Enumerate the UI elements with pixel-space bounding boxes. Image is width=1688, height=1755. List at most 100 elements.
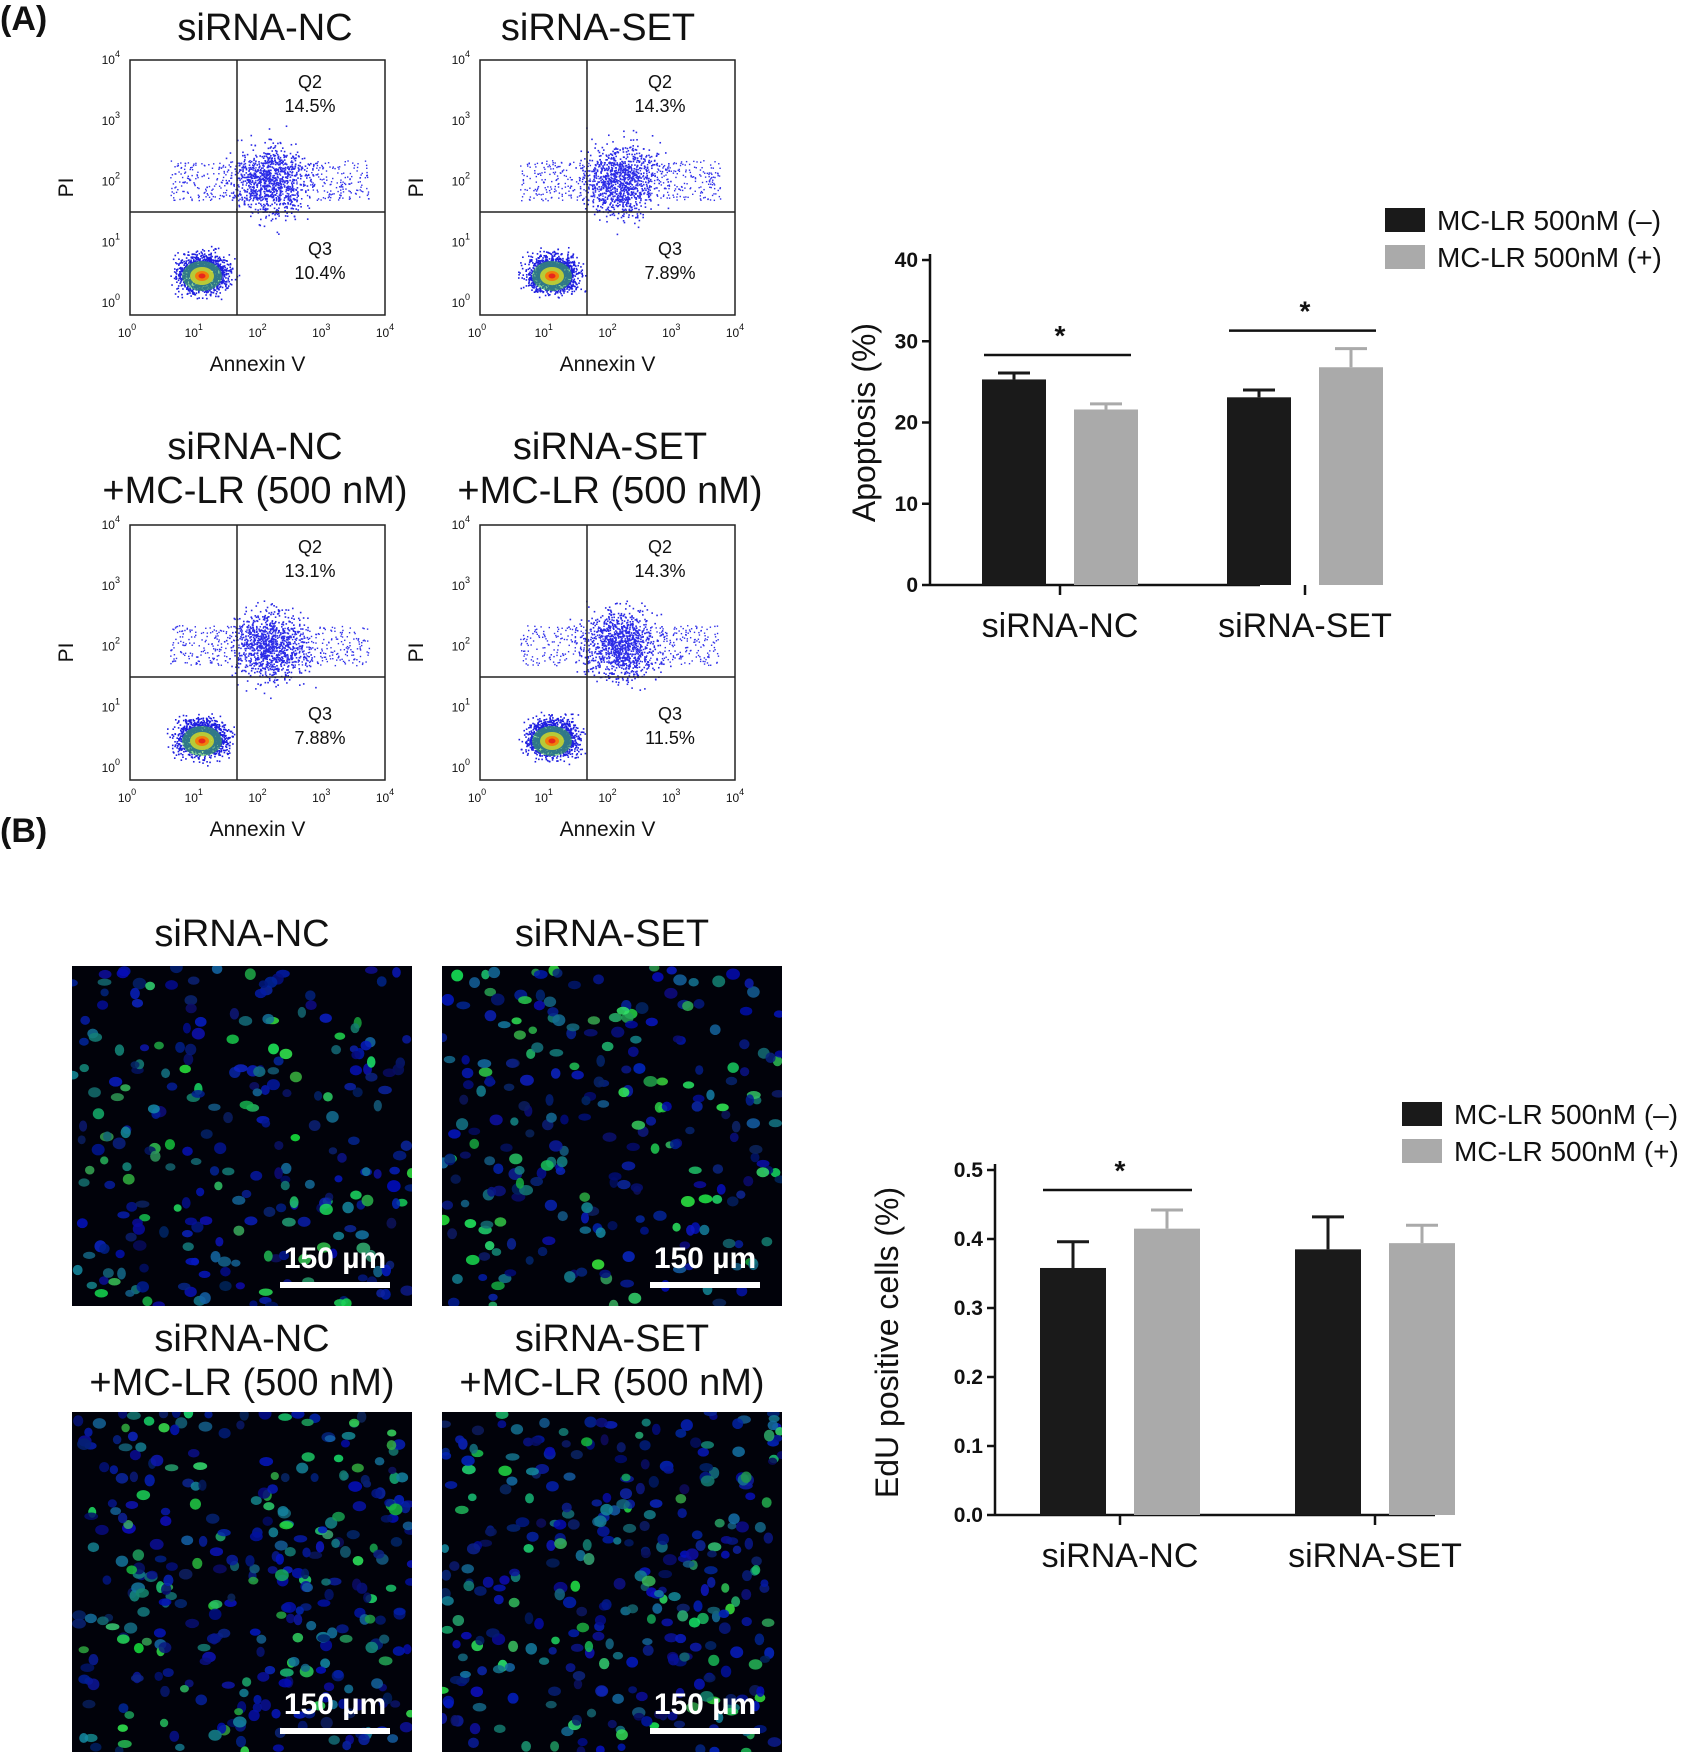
legend-swatch <box>1402 1102 1442 1126</box>
y-tick-label: 0.2 <box>954 1366 983 1389</box>
y-tick-label: 104 <box>102 515 120 532</box>
x-tick-label: 104 <box>376 787 394 805</box>
bar <box>1074 409 1138 585</box>
y-tick-label: 0.5 <box>954 1159 984 1182</box>
q3-label: Q3 <box>308 239 332 259</box>
bar <box>1040 1267 1106 1515</box>
significance-star: * <box>1300 296 1311 327</box>
q2-label: Q2 <box>648 537 672 557</box>
y-tick-label: 103 <box>452 110 470 128</box>
x-tick-label: 103 <box>312 322 330 340</box>
flow-plot-sirna-nc-mclr: 100 100 101 101 102 102 103 103 104 104 Q2 13.1% Q3 7… <box>55 515 394 841</box>
cell-nuclei <box>442 966 782 1306</box>
scale-bar: 150 µm <box>650 1242 760 1288</box>
y-tick-label: 104 <box>102 50 120 67</box>
y-axis-label: PI <box>55 178 78 198</box>
flow-title-4: siRNA-SET +MC-LR (500 nM) <box>457 426 763 512</box>
y-tick-label: 100 <box>102 292 120 310</box>
y-tick-label: 20 <box>895 412 918 435</box>
micro-title-3: siRNA-NC +MC-LR (500 nM) <box>89 1318 395 1404</box>
flow-plot-frame <box>479 524 736 781</box>
y-tick-label: 102 <box>452 171 470 189</box>
micro-title-2: siRNA-SET <box>514 913 710 955</box>
x-tick-label: 101 <box>535 787 553 805</box>
flow-plot-frame <box>479 59 736 316</box>
legend-label: MC-LR 500nM (–) <box>1437 205 1661 236</box>
significance-star: * <box>1055 320 1066 351</box>
legend-swatch <box>1385 208 1425 232</box>
x-tick-label: 100 <box>118 322 136 340</box>
y-tick-label: 100 <box>452 292 470 310</box>
x-tick-label: 104 <box>376 322 394 340</box>
q2-value: 13.1% <box>284 561 335 581</box>
y-tick-label: 10 <box>895 493 918 516</box>
q2-label: Q2 <box>298 72 322 92</box>
x-tick-label: 101 <box>185 787 203 805</box>
x-tick-label: 102 <box>248 787 266 805</box>
legend-label: MC-LR 500nM (–) <box>1454 1099 1678 1130</box>
y-tick-label: 104 <box>452 50 470 67</box>
cell-nuclei <box>442 1412 782 1752</box>
legend-swatch <box>1402 1139 1442 1163</box>
x-tick-label: 101 <box>185 322 203 340</box>
q2-label: Q2 <box>648 72 672 92</box>
y-tick-label: 103 <box>102 110 120 128</box>
q2-value: 14.5% <box>284 96 335 116</box>
x-tick-label: 103 <box>662 322 680 340</box>
y-axis-label: PI <box>405 178 428 198</box>
y-tick-label: 100 <box>102 757 120 775</box>
apoptosis-bar-chart: 0 10 20 30 40 Apoptosis (%) siRNA-NC * siRNA-SET… <box>846 205 1662 645</box>
flow-events <box>518 600 720 766</box>
q3-value: 11.5% <box>645 728 695 748</box>
y-tick-label: 104 <box>452 515 470 532</box>
x-tick-label: 100 <box>118 787 136 805</box>
y-axis-label: EdU positive cells (%) <box>869 1187 905 1498</box>
x-tick-label: 102 <box>598 787 616 805</box>
flow-events <box>170 125 370 301</box>
legend-label: MC-LR 500nM (+) <box>1437 242 1662 273</box>
flow-plot-frame <box>129 59 386 316</box>
y-tick-label: 101 <box>102 696 120 714</box>
y-tick-label: 102 <box>102 171 120 189</box>
legend-swatch <box>1385 245 1425 269</box>
flow-title-2: siRNA-SET <box>500 7 696 49</box>
micrograph-sirna-set-mclr: 150 µm <box>442 1412 782 1752</box>
y-axis-label: PI <box>55 643 78 663</box>
q3-value: 7.89% <box>644 263 695 283</box>
x-tick-label: 104 <box>726 322 744 340</box>
flow-title-3: siRNA-NC +MC-LR (500 nM) <box>102 426 408 512</box>
scale-bar: 150 µm <box>650 1688 760 1734</box>
x-axis-label: Annexin V <box>210 818 306 841</box>
x-tick-label: 100 <box>468 787 486 805</box>
edu-bar-chart: 0.0 0.1 0.2 0.3 0.4 0.5 EdU positive cells (%)… <box>869 1099 1679 1575</box>
y-tick-label: 0.1 <box>954 1435 984 1458</box>
y-tick-label: 30 <box>895 330 918 353</box>
flow-events <box>517 127 722 299</box>
x-tick-label: 103 <box>312 787 330 805</box>
micrograph-sirna-nc-mclr: 150 µm <box>72 1412 412 1752</box>
flow-events <box>166 600 371 767</box>
x-tick-label: 102 <box>598 322 616 340</box>
panel-label-a: (A) <box>0 0 48 38</box>
x-tick-label: siRNA-SET <box>1288 1537 1462 1575</box>
flow-plot-sirna-set: 100 100 101 101 102 102 103 103 104 104 Q2 14.3% Q3 7… <box>405 50 744 376</box>
y-tick-label: 0 <box>906 574 918 597</box>
bar <box>1319 367 1383 585</box>
micro-title-1: siRNA-NC <box>154 913 330 955</box>
y-tick-label: 40 <box>895 249 918 272</box>
flow-title-1: siRNA-NC <box>177 7 353 49</box>
bar <box>1134 1228 1200 1515</box>
micro-title-4: siRNA-SET +MC-LR (500 nM) <box>459 1318 765 1404</box>
scale-bar: 150 µm <box>280 1242 390 1288</box>
q3-label: Q3 <box>658 239 682 259</box>
flow-plot-sirna-nc: 100 100 101 101 102 102 103 103 104 104 Q2 14.5% Q3 1… <box>55 50 394 376</box>
x-axis-label: Annexin V <box>210 353 306 376</box>
y-tick-label: 102 <box>102 636 120 654</box>
panel-label-b: (B) <box>0 812 48 850</box>
x-tick-label: 103 <box>662 787 680 805</box>
q2-label: Q2 <box>298 537 322 557</box>
scale-bar: 150 µm <box>280 1688 390 1734</box>
y-tick-label: 103 <box>452 575 470 593</box>
x-tick-label: siRNA-NC <box>1042 1537 1199 1575</box>
micrograph-sirna-nc: 150 µm <box>72 966 412 1306</box>
